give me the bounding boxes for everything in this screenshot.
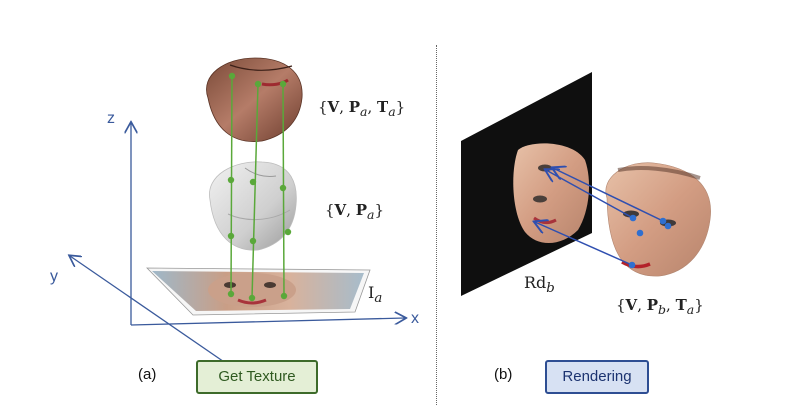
- x-axis-label: x: [411, 310, 419, 327]
- render-label: Rdb: [524, 273, 555, 297]
- rendering-button[interactable]: Rendering: [545, 360, 649, 394]
- panel-label-b: (b): [494, 366, 513, 383]
- render-plane: [461, 72, 592, 296]
- panel-label-a: (a): [138, 366, 157, 383]
- y-axis-label: y: [50, 268, 58, 285]
- image-label: Ia: [368, 283, 383, 307]
- param-label-right: {V, Pb, Ta}: [616, 296, 704, 317]
- axes: [70, 123, 405, 367]
- panel-divider: [436, 45, 437, 405]
- render-landmarks: [628, 214, 672, 269]
- image-plane: [146, 267, 371, 316]
- render-arrows: [535, 168, 664, 266]
- z-axis-label: z: [107, 110, 115, 127]
- texture-landmarks: [227, 72, 292, 302]
- param-label-top: {V, Pa, Ta}: [318, 98, 406, 119]
- param-label-mid: {V, Pa}: [325, 201, 385, 222]
- get-texture-button[interactable]: Get Texture: [196, 360, 318, 394]
- x-axis: [130, 318, 405, 326]
- face-textured: [206, 57, 303, 142]
- y-axis: [70, 256, 231, 367]
